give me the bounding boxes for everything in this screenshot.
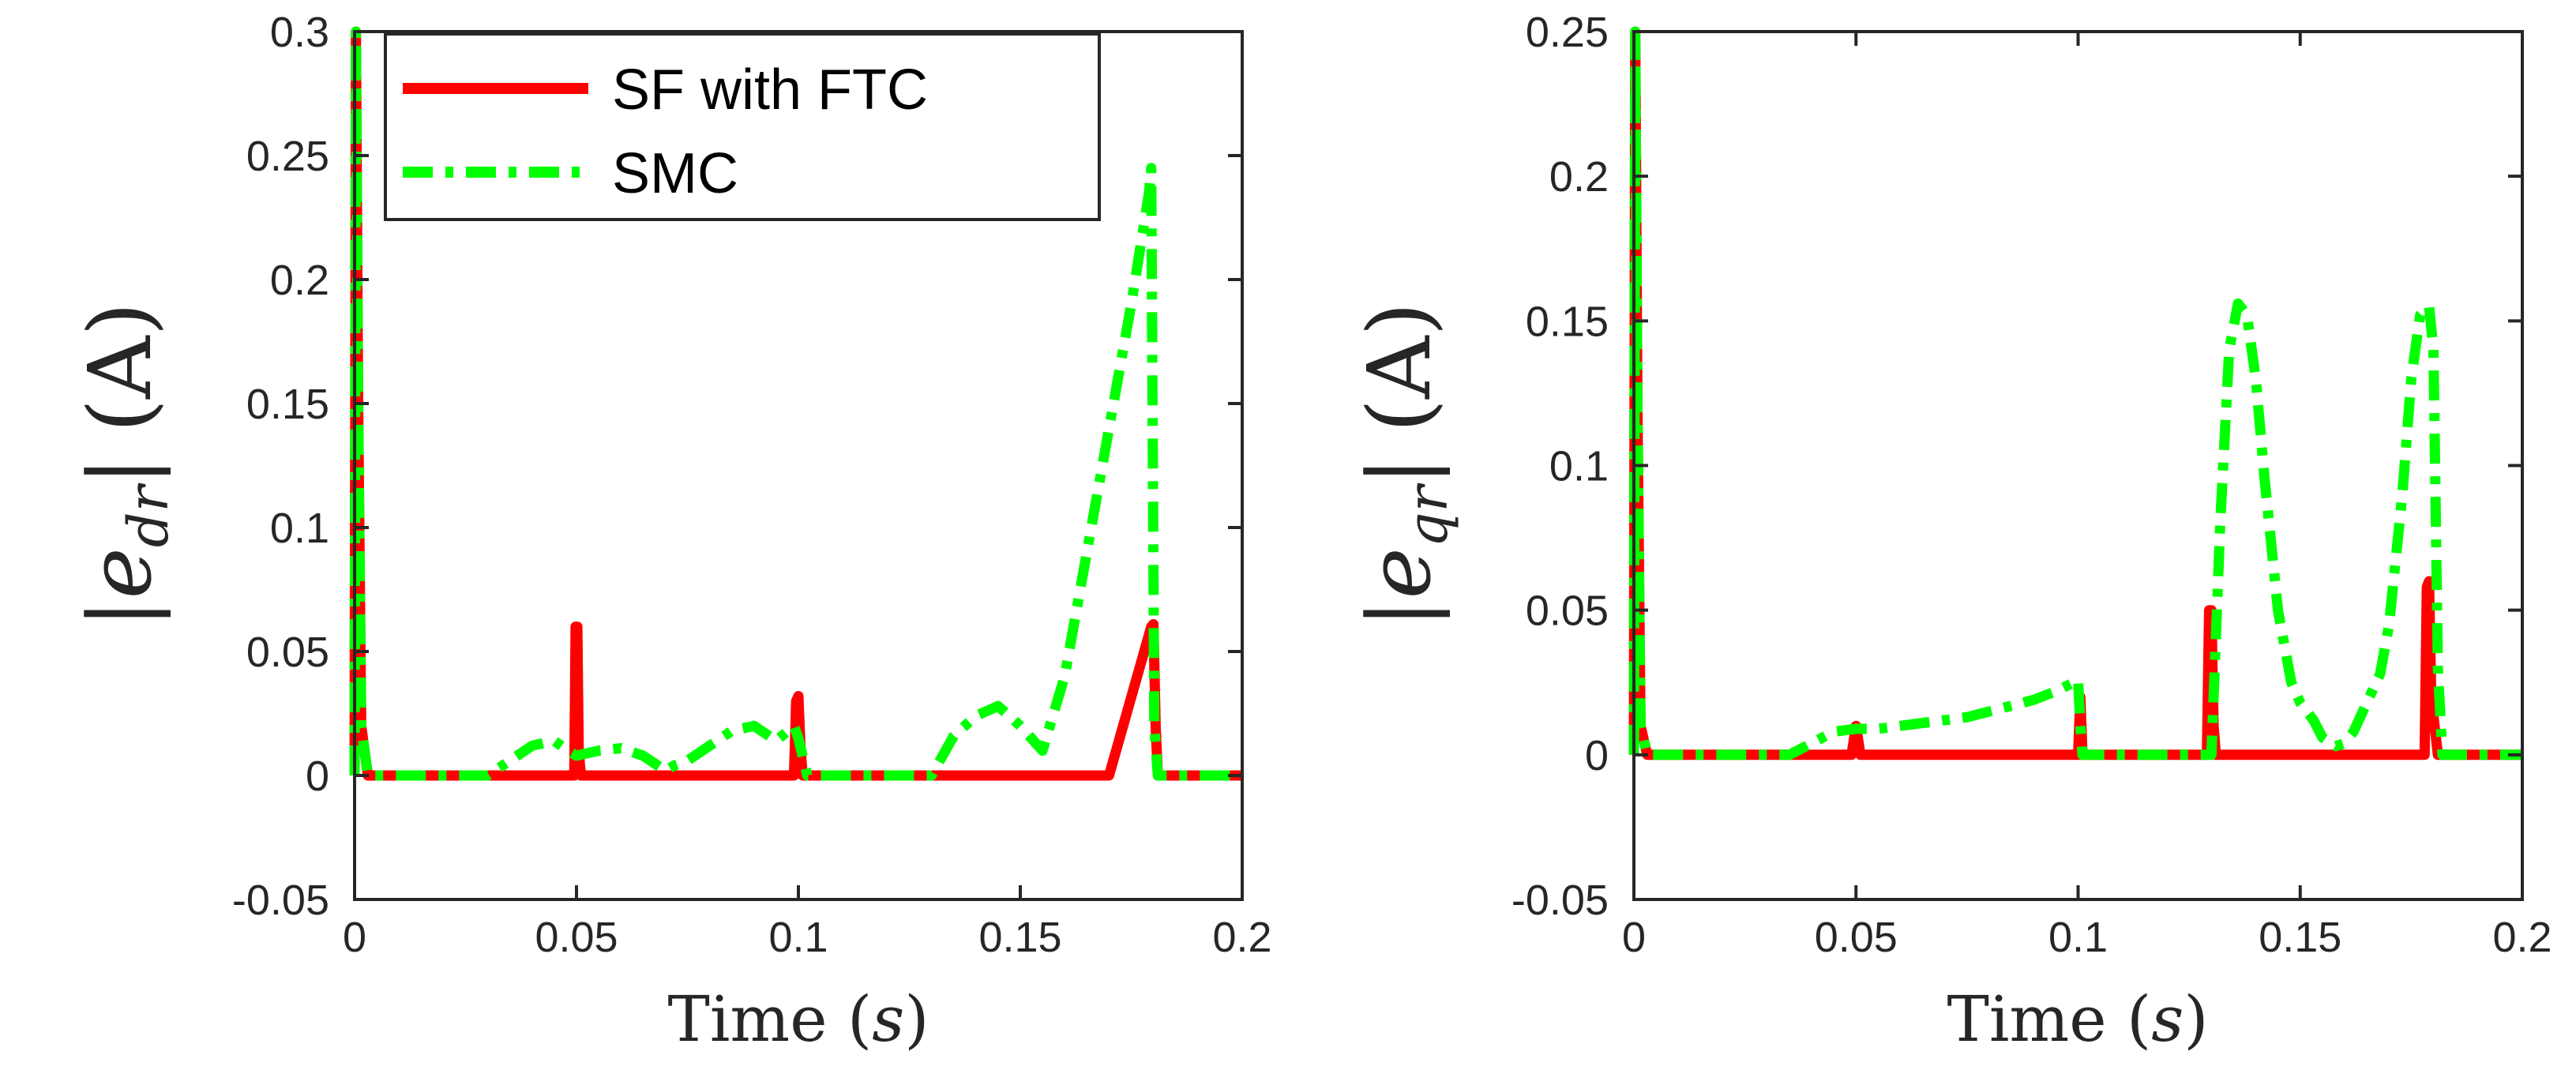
- ylabel-sub-left: dr: [116, 483, 181, 547]
- xtick-label-left: 0.2: [1212, 914, 1271, 961]
- series-line-smc-right: [1628, 26, 2522, 760]
- ylabel-left: |edr|(A): [69, 302, 181, 629]
- ylabel-sub-right: qr: [1395, 483, 1460, 547]
- xlabel-close-right: ): [2184, 982, 2208, 1056]
- ytick-label-left: 0.25: [246, 133, 329, 180]
- ylabel-close-bar-right: |: [1349, 456, 1450, 486]
- series-line-smc-left: [349, 26, 1242, 781]
- xtick-label-left: 0.1: [768, 914, 828, 961]
- xlabel-open-right: (: [2127, 982, 2151, 1056]
- xlabel-text-left: Time: [667, 982, 827, 1056]
- ylabel-unit-right: (A): [1349, 302, 1450, 433]
- panel-right: 0 0.05 0.1 0.15 0.2-0.0500.050.10.150.20.25 …: [1349, 9, 2552, 1056]
- legend-label-smc: SMC: [612, 142, 738, 205]
- ytick-label-right: -0.05: [1511, 877, 1609, 924]
- ytick-label-left: 0: [306, 753, 329, 800]
- ylabel-close-bar-left: |: [69, 456, 171, 486]
- xtick-label-left: 0.05: [535, 914, 618, 961]
- xlabel-open-left: (: [847, 982, 872, 1056]
- xlabel-close-left: ): [904, 982, 929, 1056]
- ylabel-right: |eqr|(A): [1349, 302, 1460, 629]
- ylabel-open-bar-right: |: [1349, 599, 1450, 628]
- ytick-label-right: 0.1: [1549, 443, 1609, 490]
- ytick-label-left: 0.2: [270, 257, 329, 304]
- legend-label-sf-with-ftc: SF with FTC: [612, 58, 928, 122]
- xtick-label-right: 0.2: [2492, 914, 2552, 961]
- ytick-label-right: 0.25: [1526, 9, 1609, 56]
- ytick-label-right: 0: [1585, 732, 1609, 779]
- series-layer-right: [1628, 26, 2522, 760]
- xtick-label-right: 0.1: [2048, 914, 2108, 961]
- xlabel-var-left: s: [872, 982, 904, 1056]
- ylabel-var-left: e: [69, 547, 171, 599]
- legend-box: [384, 32, 1101, 221]
- ytick-label-left: 0.1: [270, 505, 329, 552]
- ylabel-unit-left: (A): [69, 302, 171, 433]
- axes-box-left: [353, 30, 1244, 901]
- series-layer-left: [349, 26, 1242, 781]
- plot-area-right: [1634, 32, 2522, 899]
- xtick-label-right: 0.15: [2259, 914, 2341, 961]
- xlabel-var-right: s: [2151, 982, 2184, 1056]
- xtick-label-right: 0.05: [1815, 914, 1898, 961]
- ytick-label-left: -0.05: [232, 877, 329, 924]
- ytick-label-right: 0.15: [1526, 298, 1609, 345]
- tick-layer-right: 0 0.05 0.1 0.15 0.2 -0.05 0 0.05 0.1 0.15 0.2 0.25: [1511, 9, 2552, 961]
- ylabel-open-bar-left: |: [69, 599, 171, 628]
- xlabel-text-right: Time: [1947, 982, 2106, 1056]
- panel-left: 0 0.05 0.1 0.15 0.2 -0.05 0 0.05 0.1 0.15 0.2 0.25 0…: [69, 9, 1272, 1056]
- xtick-label-left: 0.15: [978, 914, 1061, 961]
- ytick-label-left: 0.05: [246, 629, 329, 676]
- xtick-label-left: 0: [343, 914, 366, 961]
- tick-layer-left: 0 0.05 0.1 0.15 0.2 -0.05 0 0.05 0.1 0.15 0.2 0.25 0…: [232, 9, 1272, 961]
- axes-box-right: [1632, 30, 2524, 901]
- xlabel-left: Time (s): [667, 982, 929, 1056]
- ytick-label-right: 0.2: [1549, 153, 1609, 201]
- svg-text:|eqr|(A): |eqr|(A): [1349, 302, 1460, 629]
- svg-text:|edr|(A): |edr|(A): [69, 302, 181, 629]
- ytick-label-left: 0.15: [246, 381, 329, 428]
- xtick-label-right: 0: [1622, 914, 1646, 961]
- ytick-label-left: 0.3: [270, 9, 329, 56]
- xlabel-right: Time (s): [1947, 982, 2208, 1056]
- ytick-label-right: 0.05: [1526, 588, 1609, 635]
- ylabel-var-right: e: [1349, 547, 1450, 599]
- legend-left: SF with FTC SMC: [384, 32, 1101, 221]
